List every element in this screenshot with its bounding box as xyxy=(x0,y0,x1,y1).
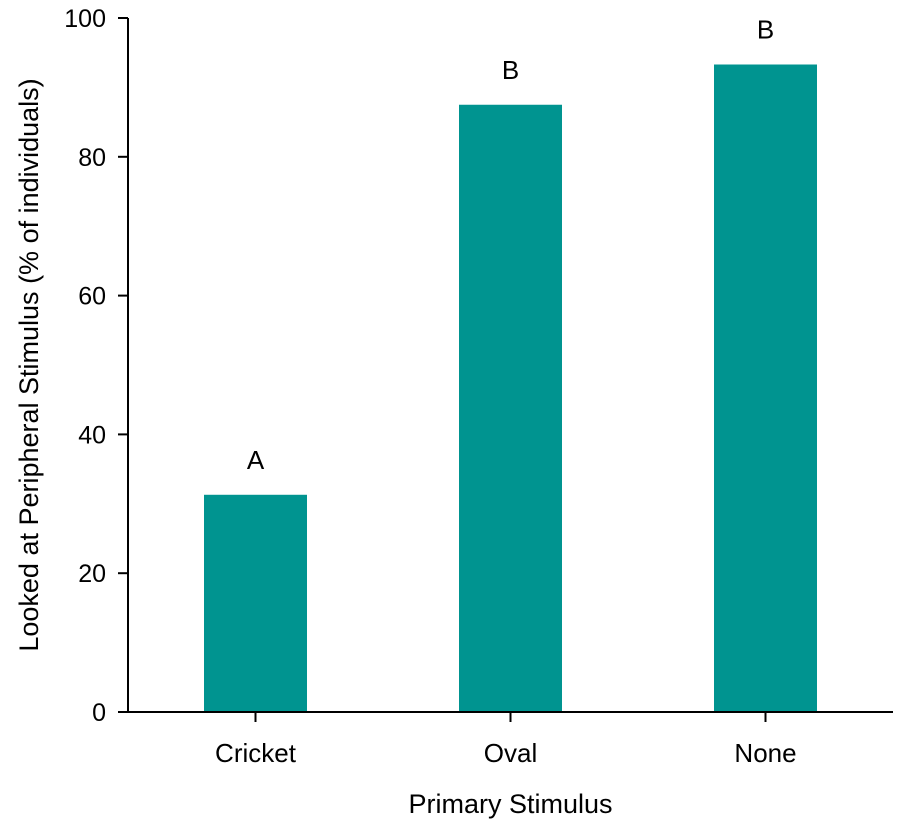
y-tick-label: 100 xyxy=(64,5,106,33)
x-tick-label: None xyxy=(734,738,796,768)
significance-label: A xyxy=(247,445,265,475)
bars xyxy=(204,64,817,713)
bar-cricket xyxy=(204,494,307,712)
x-axis-category-labels: Cricket Oval None xyxy=(215,712,797,768)
y-tick-label: 60 xyxy=(78,283,106,311)
y-axis-ticks: 0 20 40 60 80 100 xyxy=(64,5,128,727)
significance-label: B xyxy=(502,55,519,85)
x-tick-label: Cricket xyxy=(215,738,297,768)
bar-none xyxy=(714,64,817,713)
x-axis-title: Primary Stimulus xyxy=(408,789,612,819)
significance-labels: A B B xyxy=(247,14,774,474)
y-axis-title: Looked at Peripheral Stimulus (% of indi… xyxy=(14,78,44,651)
y-tick-label: 20 xyxy=(78,560,106,588)
bar-oval xyxy=(459,104,562,712)
x-tick-label: Oval xyxy=(484,738,537,768)
y-tick-label: 40 xyxy=(78,421,106,449)
y-tick-label: 0 xyxy=(92,699,106,727)
y-tick-label: 80 xyxy=(78,144,106,172)
significance-label: B xyxy=(757,14,774,44)
